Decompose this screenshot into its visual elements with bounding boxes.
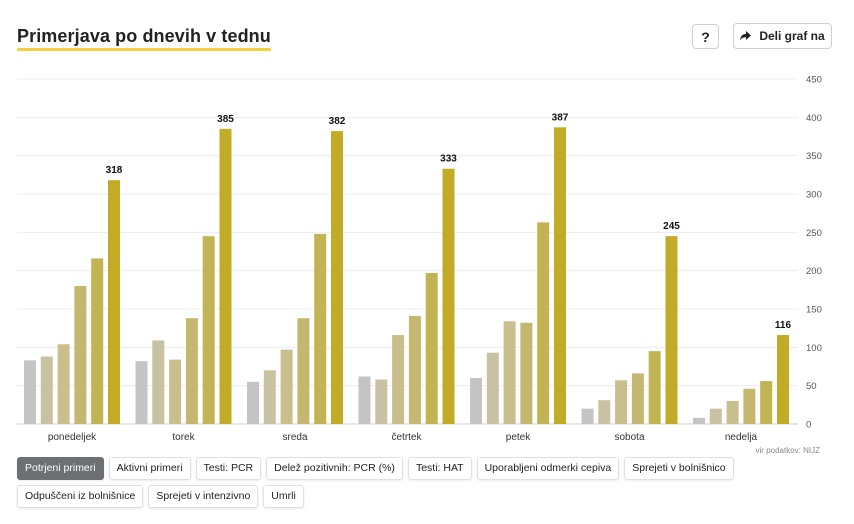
bar xyxy=(442,168,455,424)
bar xyxy=(169,359,182,424)
bar xyxy=(693,417,705,424)
bar xyxy=(408,315,421,424)
bar xyxy=(108,180,120,424)
bar-value-label: 116 xyxy=(775,320,792,331)
y-tick-label: 300 xyxy=(806,190,822,201)
y-tick-label: 50 xyxy=(806,381,817,392)
bar-value-label: 382 xyxy=(329,116,346,127)
bar xyxy=(743,388,756,424)
bar xyxy=(615,380,628,424)
filter-chip[interactable]: Uporabljeni odmerki cepiva xyxy=(476,457,620,480)
bar xyxy=(280,349,293,424)
y-tick-label: 450 xyxy=(806,75,822,86)
bar xyxy=(375,379,388,424)
bar xyxy=(665,236,678,424)
x-category-label: sobota xyxy=(614,432,644,443)
bar xyxy=(24,360,36,424)
help-button[interactable]: ? xyxy=(692,24,719,49)
filter-chip[interactable]: Aktivni primeri xyxy=(108,457,191,480)
bar xyxy=(314,233,327,424)
bar xyxy=(554,127,566,425)
bar xyxy=(57,344,70,424)
filter-chip[interactable]: Potrjeni primeri xyxy=(17,457,104,480)
bar-value-label: 245 xyxy=(663,221,680,232)
y-tick-label: 200 xyxy=(806,266,822,277)
y-tick-label: 150 xyxy=(806,305,822,316)
x-category-label: ponedeljek xyxy=(48,432,97,443)
bar xyxy=(760,381,773,424)
bar xyxy=(726,401,739,424)
bar xyxy=(777,335,789,424)
help-button-label: ? xyxy=(701,28,710,45)
bar xyxy=(470,378,482,424)
bar xyxy=(297,318,310,424)
bar xyxy=(331,131,343,424)
y-tick-label: 400 xyxy=(806,113,822,124)
filter-chip[interactable]: Testi: PCR xyxy=(195,457,262,480)
share-button[interactable]: Deli graf na xyxy=(733,23,832,49)
bar xyxy=(598,400,611,424)
bar xyxy=(631,373,644,424)
bar xyxy=(74,286,87,424)
y-tick-label: 250 xyxy=(806,228,822,239)
filter-chip[interactable]: Odpuščeni iz bolnišnice xyxy=(17,485,144,508)
x-category-label: petek xyxy=(506,432,531,443)
bar xyxy=(520,322,533,424)
y-tick-label: 100 xyxy=(806,343,822,354)
filter-chip[interactable]: Delež pozitivnih: PCR (%) xyxy=(266,457,403,480)
source-note: vir podatkov: NIJZ xyxy=(755,446,820,455)
x-category-label: sreda xyxy=(282,432,307,443)
bar xyxy=(392,335,405,424)
metric-filter-bar: Potrjeni primeri Aktivni primeri Testi: PC… xyxy=(17,457,807,508)
bar xyxy=(152,340,165,424)
x-category-label: četrtek xyxy=(391,432,422,443)
chart-title: Primerjava po dnevih v tednu xyxy=(17,26,271,51)
chart-title-wrap: Primerjava po dnevih v tednu xyxy=(17,26,271,51)
bar-value-label: 387 xyxy=(552,112,569,123)
bar xyxy=(425,272,438,424)
bar xyxy=(581,408,594,424)
bar-chart: 0 50 100 150 200 250 300 350 400 450 318 ponedeljek… xyxy=(17,75,822,443)
filter-chip[interactable]: Sprejeti v intenzivno xyxy=(148,485,259,508)
bar xyxy=(503,321,516,424)
share-button-label: Deli graf na xyxy=(759,29,825,43)
x-category-label: torek xyxy=(172,432,195,443)
filter-chip[interactable]: Umrli xyxy=(263,485,304,508)
bar xyxy=(263,370,276,424)
bar xyxy=(709,408,722,424)
bar-value-label: 318 xyxy=(106,165,123,176)
bar xyxy=(247,381,259,424)
bar xyxy=(219,128,232,424)
filter-chip[interactable]: Sprejeti v bolnišnico xyxy=(624,457,734,480)
bar xyxy=(202,236,215,424)
bar xyxy=(648,351,661,424)
bar xyxy=(135,361,148,424)
filter-chip[interactable]: Testi: HAT xyxy=(407,457,472,480)
share-arrow-icon xyxy=(740,31,752,41)
y-tick-label: 350 xyxy=(806,151,822,162)
bar xyxy=(358,376,371,424)
bar xyxy=(185,318,198,424)
bar xyxy=(91,258,104,424)
bar-value-label: 333 xyxy=(440,154,457,165)
bar xyxy=(40,356,53,424)
bar xyxy=(537,222,550,424)
y-tick-label: 0 xyxy=(806,420,811,431)
bar-value-label: 385 xyxy=(217,114,234,125)
bar xyxy=(486,352,499,424)
x-category-label: nedelja xyxy=(725,432,758,443)
